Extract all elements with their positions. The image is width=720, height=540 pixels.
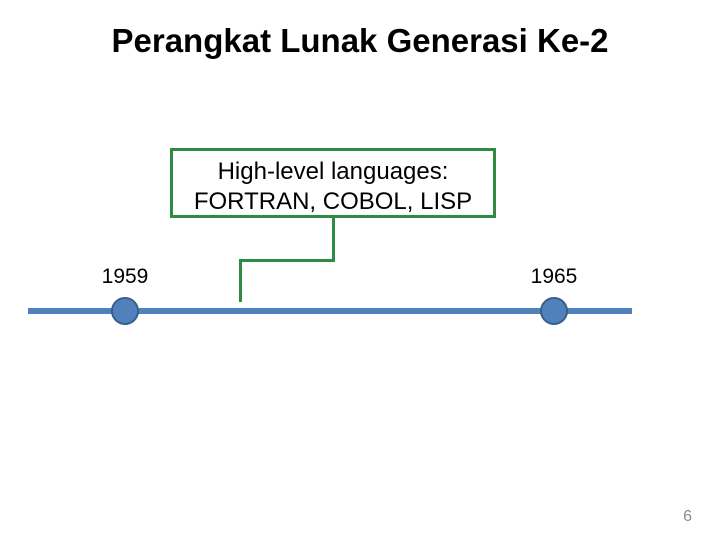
year-label-1965: 1965 (514, 265, 594, 289)
callout-box: High-level languages: FORTRAN, COBOL, LI… (170, 148, 496, 218)
year-label-1959: 1959 (85, 265, 165, 289)
callout-line-2: FORTRAN, COBOL, LISP (183, 187, 483, 217)
slide: Perangkat Lunak Generasi Ke-2 High-level… (0, 0, 720, 540)
timeline-marker-1965 (540, 297, 568, 325)
page-title: Perangkat Lunak Generasi Ke-2 (0, 22, 720, 60)
callout-line-1: High-level languages: (183, 157, 483, 187)
timeline-marker-1959 (111, 297, 139, 325)
page-number: 6 (683, 508, 692, 526)
